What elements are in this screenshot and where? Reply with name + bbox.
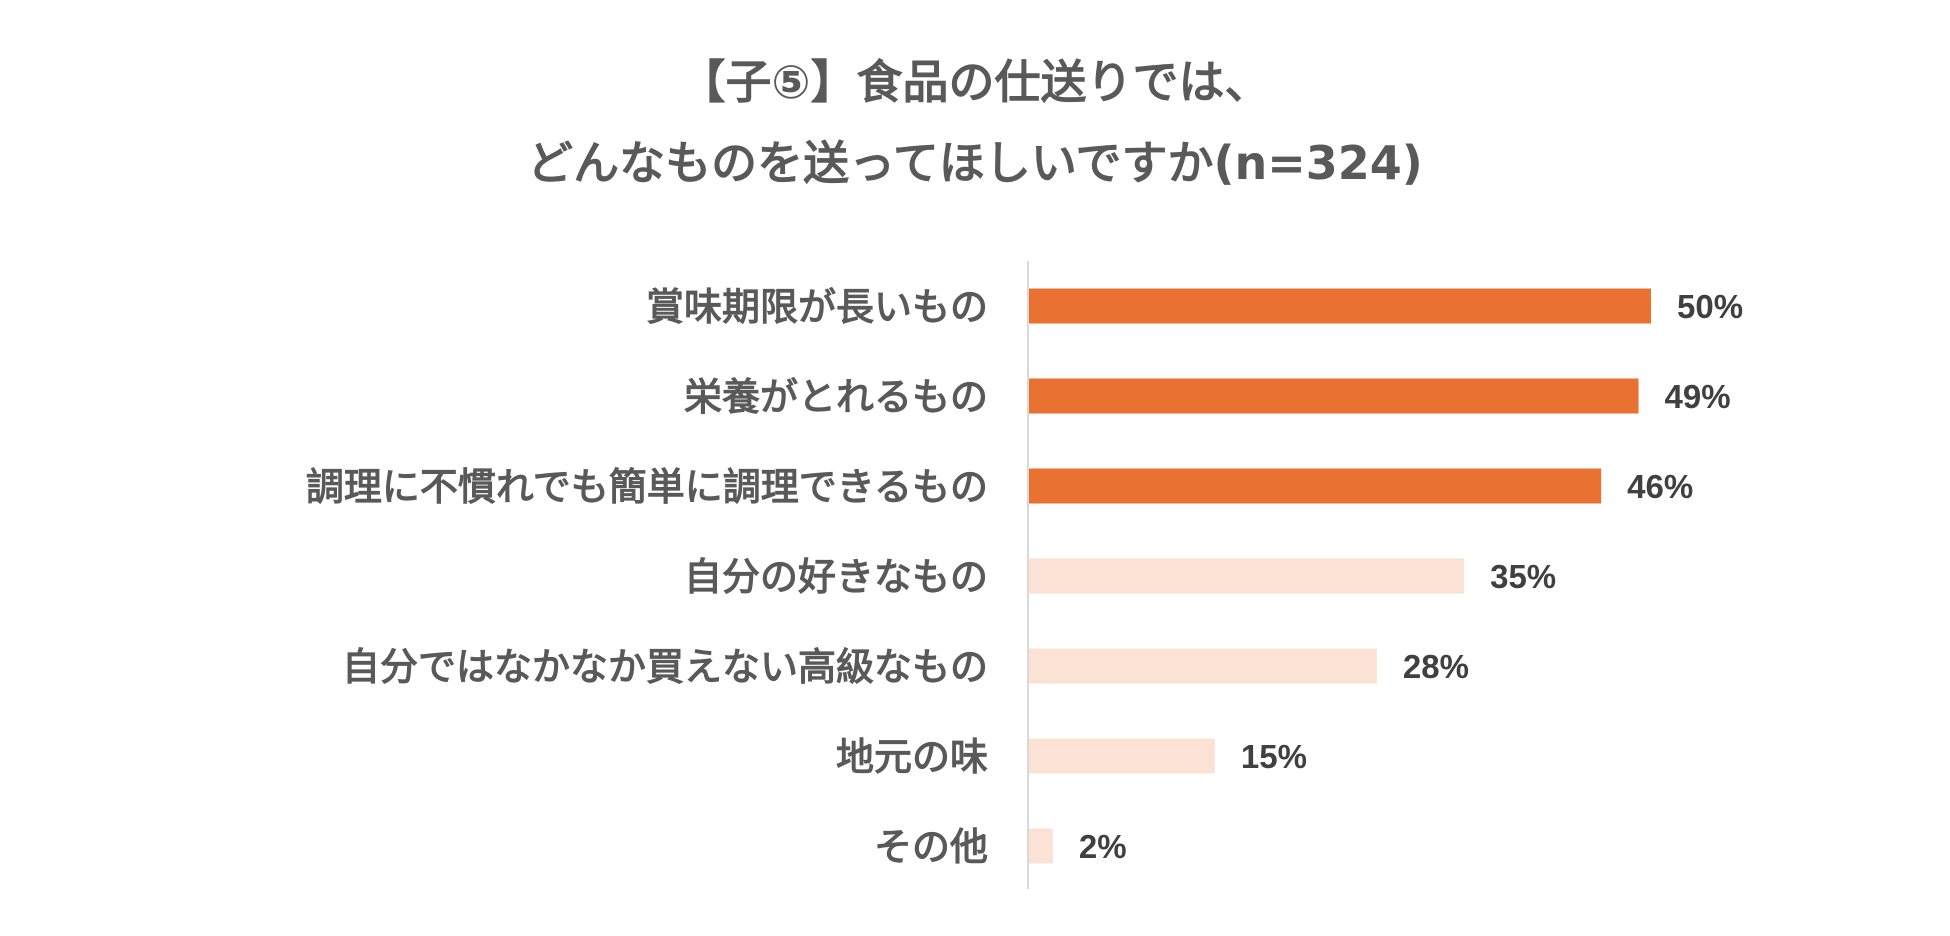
category-label: 自分ではなかなか買えない高級なもの: [342, 645, 988, 689]
data-label: 28%: [1403, 648, 1469, 685]
bar: [1028, 288, 1651, 324]
bar: [1028, 378, 1639, 414]
data-label: 35%: [1490, 558, 1556, 595]
bar: [1028, 468, 1602, 504]
data-label: 15%: [1241, 738, 1307, 775]
data-label: 46%: [1627, 468, 1693, 505]
bar: [1028, 648, 1377, 684]
category-label: 栄養がとれるもの: [684, 375, 988, 419]
data-label: 49%: [1665, 378, 1731, 415]
data-label: 2%: [1079, 828, 1127, 865]
category-label: 自分の好きなもの: [684, 555, 988, 599]
chart-title-line-1: 【子⑤】食品の仕送りでは、: [679, 55, 1271, 109]
category-label: その他: [874, 825, 988, 869]
chart-title-line-2: どんなものを送ってほしいですか(n=324): [527, 136, 1423, 190]
bar: [1028, 828, 1053, 864]
category-label: 調理に不慣れでも簡単に調理できるもの: [306, 465, 988, 509]
category-label: 地元の味: [836, 735, 988, 779]
bar: [1028, 738, 1215, 774]
category-label: 賞味期限が長いもの: [646, 285, 988, 329]
data-label: 50%: [1677, 288, 1743, 325]
bar: [1028, 558, 1465, 594]
